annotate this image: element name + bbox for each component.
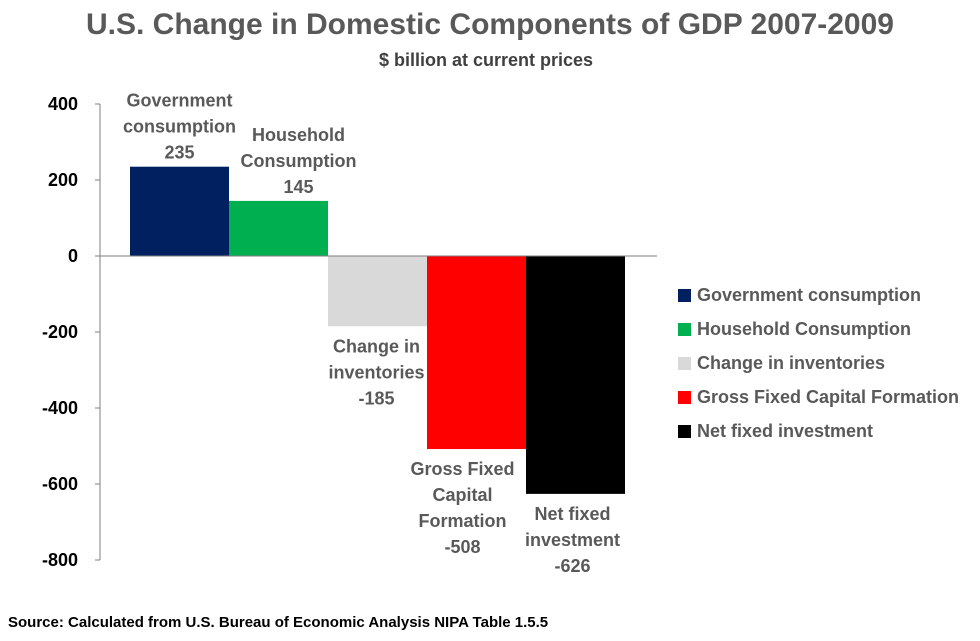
legend-item: Household Consumption [678,312,959,346]
legend-swatch [678,424,691,438]
bar-category-label: Net fixed [534,504,610,524]
legend-label: Household Consumption [697,318,911,339]
bar-4 [427,256,526,450]
y-tick-label: 200 [48,170,78,190]
legend-swatch [678,356,691,370]
legend-label: Change in inventories [697,352,886,373]
y-tick-label: 400 [48,94,78,114]
bar-value-label: -626 [554,556,590,576]
bar-3 [328,256,427,327]
y-tick-label: -200 [42,322,78,342]
bar-category-label: Capital [432,485,492,505]
bar-value-label: -185 [358,388,394,408]
legend-label: Net fixed investment [697,420,874,441]
bar-category-label: Household [252,125,345,145]
bar-2 [229,200,328,256]
bar-category-label: Consumption [241,151,357,171]
y-tick-label: -800 [42,550,78,570]
y-tick-label: -600 [42,474,78,494]
y-tick-label: 0 [68,246,78,266]
bar-category-label: inventories [328,362,424,382]
chart-title: U.S. Change in Domestic Components of GD… [86,8,894,41]
legend-item: Net fixed investment [678,414,959,448]
bar-value-label: -508 [444,537,480,557]
legend-label: Government consumption [697,284,922,305]
legend-swatch [678,390,691,404]
legend-label: Gross Fixed Capital Formation [697,386,960,407]
bar-category-label: Gross Fixed [410,459,514,479]
bar-5 [526,256,625,494]
legend-swatch [678,288,691,302]
bar-category-label: Change in [333,336,420,356]
bar-value-label: 235 [164,143,194,163]
bar-category-label: Formation [419,511,507,531]
legend-item: Government consumption [678,278,959,312]
bar-category-label: Government [126,91,232,111]
legend-item: Change in inventories [678,346,959,380]
bar-category-label: consumption [123,117,236,137]
chart-legend: Government consumption Household Consumpt… [678,278,959,448]
legend-swatch [678,322,691,336]
bar-category-label: investment [525,530,620,550]
source-note: Source: Calculated from U.S. Bureau of E… [8,614,549,631]
legend-item: Gross Fixed Capital Formation [678,380,959,414]
chart-subtitle: $ billion at current prices [378,50,594,70]
y-tick-label: -400 [42,398,78,418]
bar-value-label: 145 [283,177,313,197]
bar-1 [130,166,229,256]
